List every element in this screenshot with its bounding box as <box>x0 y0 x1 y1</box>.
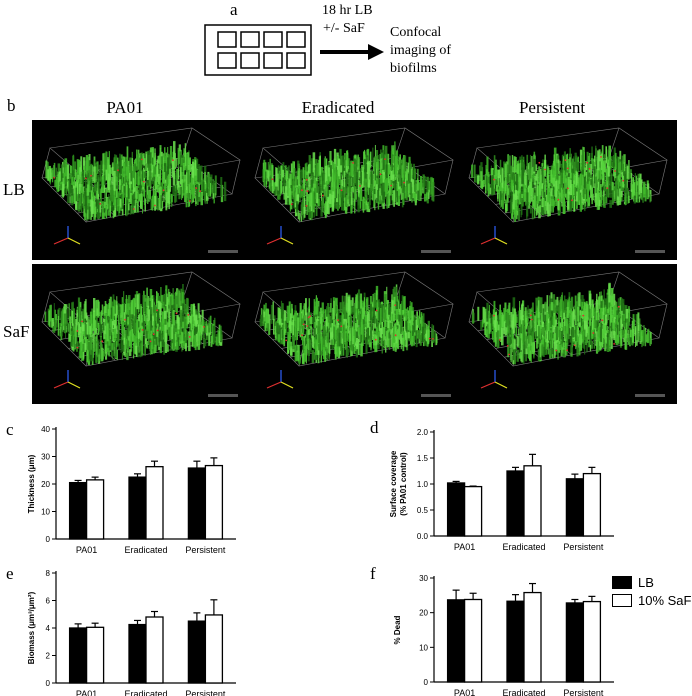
arrow-icon <box>320 42 386 62</box>
result-line-2: imaging of <box>390 43 452 58</box>
y-tick-label: 30 <box>419 574 428 583</box>
y-tick-label: 0 <box>424 678 429 687</box>
panel-d-letter: d <box>370 418 379 437</box>
panel-a-letter: a <box>230 0 238 19</box>
error-bar <box>588 466 596 474</box>
y-tick-label: 0 <box>46 535 51 544</box>
y-tick-label: 0.0 <box>417 532 429 541</box>
well-plate-icon <box>204 24 312 76</box>
legend-swatch-lb <box>612 576 632 589</box>
column-label-persistent: Persistent <box>518 98 586 117</box>
error-bar <box>74 479 82 483</box>
x-tick-label: Eradicated <box>124 689 167 696</box>
y-axis-label: Biomass (μm³/μm²) <box>27 591 36 664</box>
x-tick-label: PA01 <box>454 542 475 552</box>
error-bar <box>91 476 99 480</box>
bar-saf-pa01 <box>463 598 483 683</box>
panel-f-letter: f <box>370 564 376 583</box>
y-tick-label: 20 <box>41 480 50 489</box>
x-tick-label: Persistent <box>185 545 226 555</box>
y-tick-label: 10 <box>41 508 50 517</box>
y-tick-label: 0.5 <box>417 506 429 515</box>
y-tick-label: 8 <box>46 569 51 578</box>
biofilm-image-pa01-saf <box>32 264 250 404</box>
error-bar <box>529 582 536 593</box>
x-tick-label: PA01 <box>454 688 475 696</box>
error-bar <box>452 480 460 483</box>
y-tick-label: 10 <box>419 643 428 652</box>
error-bar <box>74 623 82 628</box>
y-tick-label: 2 <box>46 652 51 661</box>
y-tick-label: 6 <box>46 597 51 606</box>
error-bar <box>529 453 536 466</box>
x-tick-label: PA01 <box>76 545 97 555</box>
error-bar <box>571 473 579 479</box>
bar-lb-eradicated <box>506 600 525 683</box>
error-bar <box>588 595 596 602</box>
x-tick-label: Eradicated <box>502 542 545 552</box>
x-tick-label: Persistent <box>185 689 226 696</box>
error-bar <box>134 473 141 478</box>
y-tick-label: 1.5 <box>417 454 429 463</box>
result-line-1: Confocal <box>390 25 442 40</box>
result-line-3: biofilms <box>390 61 437 76</box>
legend-swatch-saf <box>612 594 632 607</box>
error-bar <box>210 457 218 466</box>
biofilm-image-eradicated-saf <box>245 264 463 404</box>
treatment-line-2: +/- SaF <box>323 21 365 36</box>
legend-item-saf: 10% SaF <box>612 593 691 608</box>
column-label-eradicated: Eradicated <box>301 98 375 117</box>
legend-label-saf: 10% SaF <box>638 593 692 608</box>
y-tick-label: 1.0 <box>417 480 429 489</box>
y-axis-label-units: (% PA01 control) <box>399 452 408 516</box>
error-bar <box>151 460 158 467</box>
x-tick-label: Persistent <box>563 542 604 552</box>
error-bar <box>512 466 519 471</box>
biofilm-image-pa01-lb <box>32 120 250 260</box>
row-label-saf: SaF <box>3 322 30 341</box>
row-label-lb: LB <box>3 180 25 199</box>
error-bar <box>469 485 477 487</box>
bar-lb-persistent <box>565 602 585 683</box>
y-tick-label: 20 <box>419 609 428 618</box>
panel-c-letter: c <box>6 420 14 439</box>
error-bar <box>193 460 201 469</box>
legend-label-lb: LB <box>638 575 654 590</box>
error-bar <box>512 594 519 602</box>
legend-item-lb: LB <box>612 575 654 590</box>
x-tick-label: PA01 <box>76 689 97 696</box>
y-tick-label: 2.0 <box>417 428 429 437</box>
biofilm-image-persistent-saf <box>459 264 677 404</box>
error-bar <box>452 589 460 600</box>
error-bar <box>210 599 218 615</box>
error-bar <box>193 612 201 622</box>
panel-e-letter: e <box>6 564 14 583</box>
bar-lb-pa01 <box>446 599 466 683</box>
y-tick-label: 30 <box>41 453 50 462</box>
bar-saf-eradicated <box>523 591 542 683</box>
error-bar <box>91 622 99 628</box>
panel-b-letter: b <box>7 96 16 115</box>
error-bar <box>134 619 141 625</box>
error-bar <box>151 610 158 617</box>
biofilm-image-persistent-lb <box>459 120 677 260</box>
x-tick-label: Eradicated <box>124 545 167 555</box>
x-tick-label: Persistent <box>563 688 604 696</box>
y-tick-label: 4 <box>46 624 51 633</box>
y-tick-label: 40 <box>41 425 50 434</box>
y-axis-label: % Dead <box>393 615 402 644</box>
error-bar <box>571 598 579 603</box>
bar-saf-persistent <box>582 600 602 683</box>
biofilm-image-eradicated-lb <box>245 120 463 260</box>
y-tick-label: 0 <box>46 679 51 688</box>
x-tick-label: Eradicated <box>502 688 545 696</box>
error-bar <box>469 592 477 600</box>
y-axis-label: Thickness (μm) <box>27 454 36 513</box>
column-label-pa01: PA01 <box>106 98 144 117</box>
y-axis-label: Surface coverage <box>389 450 398 517</box>
treatment-line-1: 18 hr LB <box>322 3 373 18</box>
